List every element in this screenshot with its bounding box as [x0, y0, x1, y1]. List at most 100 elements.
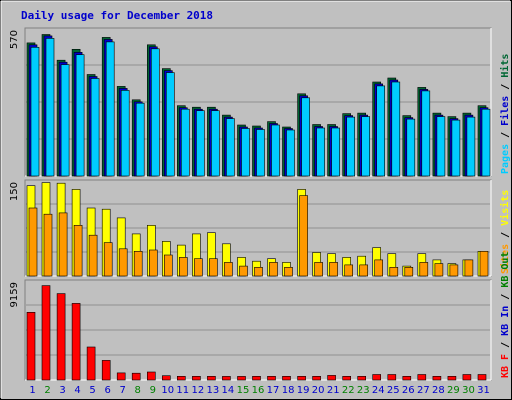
bar-sites-day-3: [58, 212, 68, 277]
bar-sites-day-6: [103, 242, 113, 277]
legend-part: /: [500, 126, 511, 144]
legend-part: /: [500, 336, 511, 354]
x-tick-label: 3: [59, 385, 65, 396]
right-legend-top: Pages / Files / Hits: [499, 54, 511, 174]
bar-sites-day-31: [479, 251, 489, 277]
y-max-label-bottom: 9159: [9, 282, 20, 307]
x-tick-label: 7: [120, 385, 126, 396]
x-tick-label: 8: [135, 385, 141, 396]
bar-sites-day-10: [164, 254, 173, 277]
right-legend-middle: Sites / Visits: [499, 190, 511, 274]
bar-kb-f-day-22: [342, 375, 352, 381]
bar-pages-day-4: [75, 54, 85, 177]
bar-sites-day-16: [254, 266, 263, 277]
x-tick-label: 18: [282, 385, 295, 396]
bar-sites-day-29: [449, 264, 459, 277]
legend-part: Files: [499, 96, 511, 126]
x-tick-label: 26: [402, 385, 415, 396]
bar-sites-day-1: [28, 207, 38, 277]
bar-sites-day-2: [43, 213, 53, 277]
x-tick-label: 31: [477, 385, 490, 396]
bar-kb-f-day-28: [432, 375, 442, 381]
bar-pages-day-21: [331, 127, 340, 177]
bar-kb-f-day-2: [41, 285, 51, 381]
bar-kb-f-day-8: [131, 372, 141, 381]
legend-part: /: [500, 288, 511, 306]
bar-sites-day-15: [239, 265, 248, 277]
chart-panels: 570 Pages / Files / Hits 150 Sites / Visits…: [9, 27, 511, 381]
bar-pages-day-26: [406, 118, 416, 177]
legend-part: Pages: [500, 144, 511, 174]
bar-sites-day-26: [404, 266, 414, 277]
bar-pages-day-27: [421, 90, 431, 177]
bar-kb-f-day-20: [312, 375, 321, 381]
panel-bottom: 9159 KB F / KB In / KB Out: [9, 252, 511, 381]
x-tick-label: 16: [252, 385, 265, 396]
bar-pages-day-25: [391, 81, 401, 177]
bar-kb-f-day-26: [402, 375, 412, 381]
bar-sites-day-13: [209, 258, 218, 277]
bar-pages-day-20: [316, 127, 325, 177]
bar-kb-f-day-29: [447, 375, 457, 381]
bar-pages-day-24: [376, 85, 386, 177]
bar-pages-day-1: [30, 46, 40, 177]
bar-pages-day-19: [301, 97, 310, 177]
bar-kb-f-day-10: [162, 375, 171, 381]
bar-pages-day-18: [286, 129, 295, 177]
x-tick-label: 28: [432, 385, 445, 396]
x-tick-label: 21: [327, 385, 340, 396]
bar-pages-day-17: [271, 124, 280, 177]
x-tick-label: 6: [105, 385, 111, 396]
bar-pages-day-31: [481, 108, 491, 177]
bar-kb-f-day-15: [237, 376, 246, 381]
bar-pages-day-30: [466, 116, 476, 177]
bar-kb-f-day-3: [56, 293, 66, 381]
bar-sites-day-25: [389, 266, 399, 277]
x-tick-label: 29: [447, 385, 460, 396]
x-tick-label: 11: [176, 385, 189, 396]
bar-sites-day-22: [344, 264, 354, 277]
chart-title: Daily usage for December 2018: [21, 9, 213, 22]
right-legend-bottom: KB F / KB In / KB Out: [500, 252, 511, 378]
bar-pages-day-2: [45, 38, 55, 177]
bar-sites-day-12: [194, 258, 203, 277]
bar-pages-day-22: [346, 116, 356, 177]
bar-kb-f-day-21: [327, 375, 336, 381]
bar-sites-day-30: [464, 259, 474, 277]
x-tick-label: 27: [417, 385, 430, 396]
bar-sites-day-7: [118, 248, 128, 277]
x-tick-label: 5: [89, 385, 95, 396]
x-tick-label: 22: [342, 385, 355, 396]
bar-kb-f-day-24: [372, 374, 382, 381]
bar-sites-day-19: [299, 195, 308, 277]
bar-pages-day-16: [256, 129, 265, 177]
bar-sites-day-5: [88, 234, 98, 277]
x-tick-label: 19: [297, 385, 310, 396]
bar-pages-day-15: [241, 128, 250, 177]
bar-sites-day-27: [419, 262, 429, 277]
bar-kb-f-day-25: [387, 374, 397, 381]
x-axis-labels: 1 2 3 4 5 6 7 8 9 10 11 12 13 14 15 16 17 18 19 20 21 22 23 24 2…: [29, 385, 490, 396]
bar-kb-f-day-6: [101, 360, 111, 381]
legend-part: Visits: [499, 190, 511, 226]
bar-pages-day-29: [451, 119, 461, 177]
bar-pages-day-5: [90, 78, 100, 177]
bar-sites-day-9: [149, 249, 158, 277]
bar-sites-day-28: [434, 263, 444, 277]
bar-sites-day-8: [133, 251, 143, 277]
bar-pages-day-9: [151, 48, 160, 177]
panel-top: 570 Pages / Files / Hits: [9, 27, 511, 177]
bar-sites-day-21: [329, 262, 338, 277]
bar-sites-day-18: [284, 266, 293, 277]
bar-kb-f-day-19: [297, 375, 306, 381]
bar-kb-f-day-14: [222, 376, 231, 381]
bar-kb-f-day-4: [71, 303, 81, 381]
bar-kb-f-day-30: [462, 374, 472, 381]
y-max-label-middle: 150: [9, 182, 20, 201]
bar-sites-day-23: [359, 264, 369, 277]
legend-part: KB F: [500, 354, 511, 378]
bar-sites-day-14: [224, 262, 233, 277]
x-tick-label: 14: [222, 385, 235, 396]
x-tick-label: 30: [462, 385, 475, 396]
bar-kb-f-day-23: [357, 375, 367, 381]
